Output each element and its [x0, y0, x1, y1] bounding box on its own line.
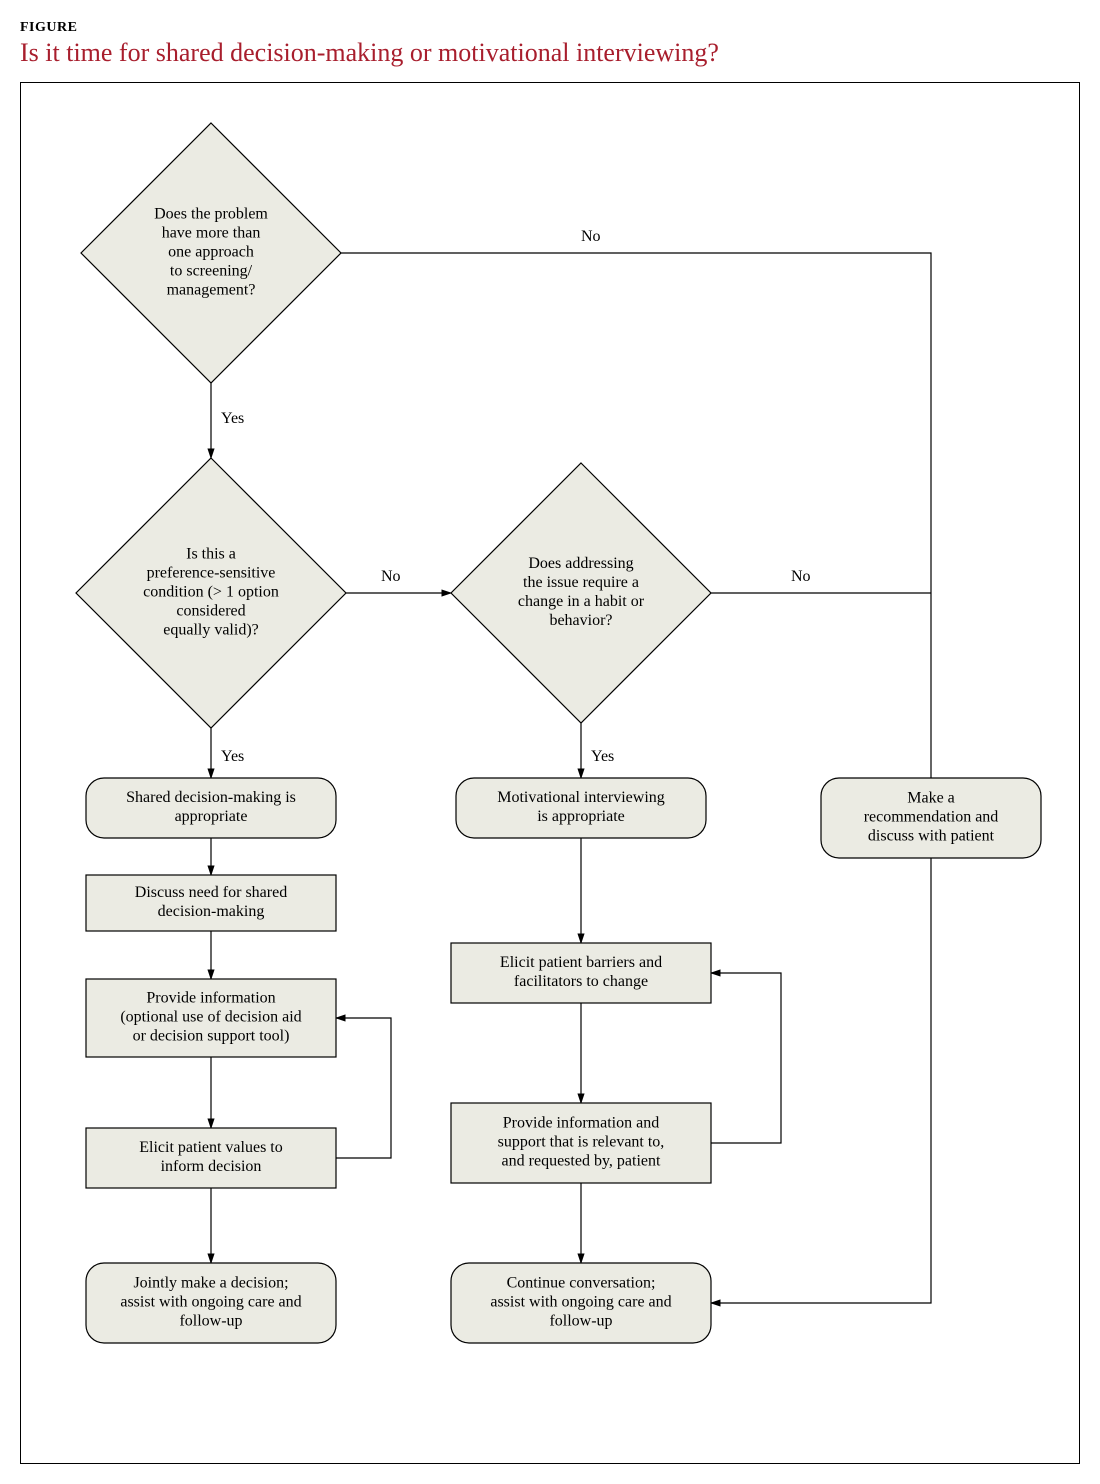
svg-text:follow-up: follow-up	[549, 1313, 612, 1330]
svg-text:inform decision: inform decision	[161, 1158, 262, 1175]
node-d3: Does addressing the issue require a change…	[451, 463, 711, 723]
svg-text:change in a habit or: change in a habit or	[518, 593, 645, 610]
svg-text:management?: management?	[167, 282, 256, 299]
svg-text:equally valid)?: equally valid)?	[163, 622, 259, 639]
node-r_sdm: Shared decision-making is appropriate	[86, 778, 336, 838]
node-b_provide_left: Provide information (optional use of deci…	[86, 979, 336, 1057]
svg-text:Motivational interviewing: Motivational interviewing	[497, 789, 665, 806]
node-r_rec: Make a recommendation and discuss with pat…	[821, 778, 1041, 858]
svg-text:decision-making: decision-making	[158, 903, 265, 920]
svg-text:is appropriate: is appropriate	[537, 808, 625, 825]
svg-text:Elicit patient values to: Elicit patient values to	[139, 1139, 283, 1156]
svg-text:support that is relevant to,: support that is relevant to,	[498, 1134, 665, 1151]
svg-text:facilitators to change: facilitators to change	[514, 973, 648, 990]
figure-title: Is it time for shared decision-making or…	[20, 38, 1080, 68]
svg-text:Jointly make a decision;: Jointly make a decision;	[133, 1275, 288, 1292]
node-b_provide_right: Provide information and support that is r…	[451, 1103, 711, 1183]
svg-text:Yes: Yes	[221, 748, 244, 765]
svg-text:assist with ongoing care and: assist with ongoing care and	[120, 1294, 301, 1311]
node-r_mi: Motivational interviewing is appropriate	[456, 778, 706, 838]
svg-text:Make a: Make a	[907, 790, 955, 807]
svg-text:discuss with patient: discuss with patient	[868, 828, 995, 845]
flowchart-frame: Does the problem have more than one approa…	[20, 82, 1080, 1464]
svg-text:Is this a: Is this a	[186, 546, 236, 563]
svg-text:recommendation and: recommendation and	[864, 809, 999, 826]
svg-text:Shared decision-making is: Shared decision-making is	[126, 789, 296, 806]
svg-text:assist with ongoing care and: assist with ongoing care and	[490, 1294, 671, 1311]
figure-label: FIGURE	[20, 20, 1080, 36]
node-r_joint: Jointly make a decision; assist with ongo…	[86, 1263, 336, 1343]
svg-text:behavior?: behavior?	[549, 612, 612, 629]
svg-text:have more than: have more than	[162, 225, 261, 242]
node-r_continue: Continue conversation; assist with ongoin…	[451, 1263, 711, 1343]
svg-text:to screening/: to screening/	[170, 263, 253, 280]
svg-text:No: No	[791, 568, 811, 585]
svg-text:or decision support tool): or decision support tool)	[133, 1028, 290, 1045]
svg-text:condition (> 1 option: condition (> 1 option	[143, 584, 279, 601]
svg-text:Continue conversation;: Continue conversation;	[507, 1275, 656, 1292]
node-d1: Does the problem have more than one approa…	[81, 123, 341, 383]
svg-text:considered: considered	[176, 603, 245, 620]
svg-text:follow-up: follow-up	[179, 1313, 242, 1330]
svg-text:Provide information: Provide information	[146, 990, 275, 1007]
svg-text:Discuss need for shared: Discuss need for shared	[135, 884, 287, 901]
svg-text:No: No	[581, 228, 601, 245]
svg-text:one approach: one approach	[168, 244, 254, 261]
svg-text:Does addressing: Does addressing	[528, 555, 633, 572]
svg-text:Does the problem: Does the problem	[154, 206, 268, 223]
svg-text:Yes: Yes	[221, 410, 244, 427]
svg-text:and requested by, patient: and requested by, patient	[502, 1153, 661, 1170]
svg-text:No: No	[381, 568, 401, 585]
svg-text:Yes: Yes	[591, 748, 614, 765]
node-d2: Is this a preference-sensitive condition (…	[76, 458, 346, 728]
svg-text:Elicit patient barriers and: Elicit patient barriers and	[500, 954, 662, 971]
node-b_discuss: Discuss need for shared decision-making	[86, 875, 336, 931]
flowchart-svg: Does the problem have more than one approa…	[21, 83, 1081, 1463]
svg-text:the issue require a: the issue require a	[523, 574, 639, 591]
svg-text:appropriate: appropriate	[175, 808, 248, 825]
svg-text:preference-sensitive: preference-sensitive	[147, 565, 276, 582]
svg-text:(optional use of decision aid: (optional use of decision aid	[120, 1009, 301, 1026]
svg-text:Provide information and: Provide information and	[503, 1115, 659, 1132]
node-b_elicit_right: Elicit patient barriers and facilitators …	[451, 943, 711, 1003]
node-b_elicit_left: Elicit patient values to inform decision	[86, 1128, 336, 1188]
